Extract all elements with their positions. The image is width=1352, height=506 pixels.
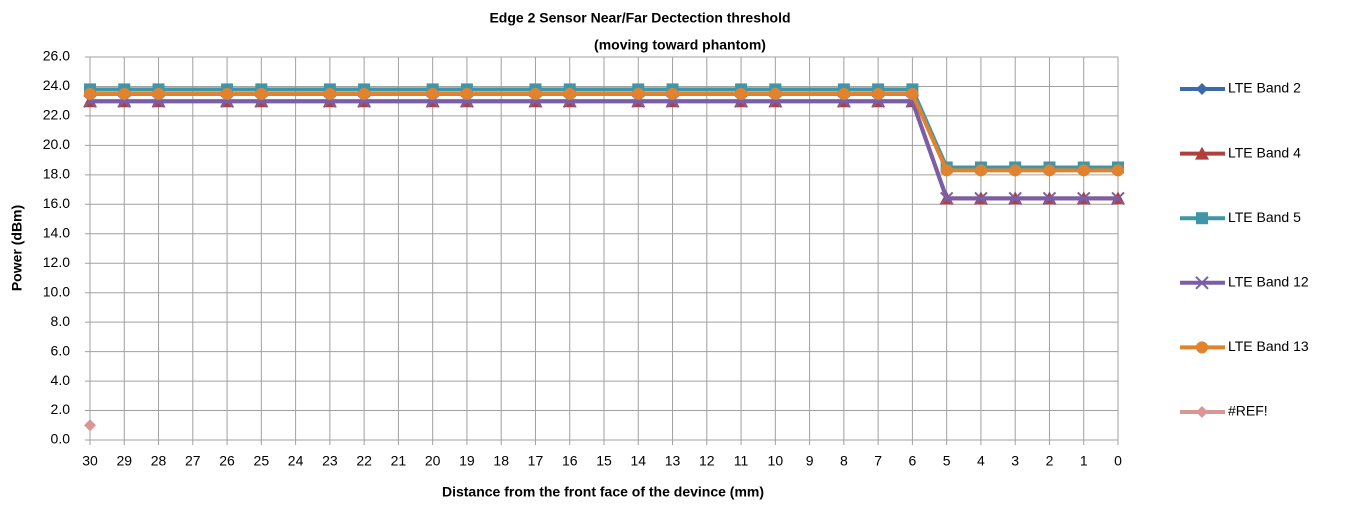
data-point	[974, 191, 988, 206]
legend-marker	[1196, 406, 1208, 418]
y-tick-label: 22.0	[43, 107, 70, 123]
x-tick-label: 13	[665, 453, 681, 469]
x-tick-label: 23	[322, 453, 338, 469]
data-point	[1042, 191, 1057, 206]
y-axis-label: Power (dBm)	[9, 205, 25, 291]
data-point	[735, 87, 748, 100]
y-tick-label: 14.0	[43, 224, 70, 240]
x-tick-label: 30	[82, 453, 98, 469]
data-point	[84, 419, 96, 432]
legend-marker	[1195, 276, 1209, 290]
x-tick-label: 21	[391, 453, 407, 469]
x-tick-label: 24	[288, 453, 304, 469]
y-tick-label: 4.0	[51, 372, 71, 388]
y-tick-label: 24.0	[43, 77, 70, 93]
data-point	[666, 87, 679, 100]
legend-label: LTE Band 12	[1228, 274, 1309, 290]
x-tick-label: 9	[806, 453, 814, 469]
y-tick-label: 0.0	[51, 431, 71, 447]
data-point	[974, 164, 987, 177]
x-tick-label: 29	[116, 453, 132, 469]
data-point	[1009, 164, 1022, 177]
x-tick-label: 5	[943, 453, 951, 469]
data-point	[940, 164, 953, 177]
x-tick-label: 28	[151, 453, 167, 469]
x-tick-label: 6	[909, 453, 917, 469]
data-point	[152, 87, 165, 100]
data-point	[1112, 164, 1124, 177]
data-point	[1077, 164, 1090, 177]
y-tick-label: 18.0	[43, 166, 70, 182]
data-point	[872, 87, 885, 100]
data-point	[358, 87, 371, 100]
x-tick-label: 25	[254, 453, 270, 469]
x-tick-label: 26	[219, 453, 235, 469]
x-tick-label: 7	[874, 453, 882, 469]
x-tick-label: 3	[1011, 453, 1019, 469]
x-tick-label: 10	[768, 453, 784, 469]
data-point	[1111, 191, 1125, 206]
data-point	[906, 87, 919, 100]
x-tick-label: 11	[734, 453, 749, 469]
data-point	[563, 87, 576, 100]
chart-title: Edge 2 Sensor Near/Far Dectection thresh…	[489, 10, 790, 26]
data-point	[837, 87, 850, 100]
legend-label: LTE Band 4	[1228, 144, 1301, 160]
legend-marker	[1196, 212, 1208, 225]
legend-label: LTE Band 2	[1228, 80, 1301, 96]
data-point	[1077, 191, 1091, 206]
data-point	[84, 87, 96, 100]
x-tick-label: 4	[977, 453, 985, 469]
legend-label: LTE Band 13	[1228, 338, 1309, 354]
x-tick-label: 19	[459, 453, 475, 469]
y-tick-label: 26.0	[43, 48, 70, 64]
y-tick-label: 12.0	[43, 254, 70, 270]
chart-subtitle: (moving toward phantom)	[594, 37, 766, 53]
series-line	[90, 99, 1118, 201]
y-tick-label: 6.0	[51, 342, 71, 358]
data-point	[221, 87, 234, 100]
data-point	[426, 87, 439, 100]
x-tick-label: 17	[528, 453, 544, 469]
y-tick-label: 16.0	[43, 195, 70, 211]
legend-marker	[1195, 146, 1209, 160]
legend-marker	[1196, 83, 1208, 95]
y-tick-label: 8.0	[51, 313, 71, 329]
data-point	[460, 87, 473, 100]
y-tick-label: 20.0	[43, 136, 70, 152]
data-point	[1008, 191, 1022, 206]
y-tick-label: 10.0	[43, 283, 70, 299]
x-tick-label: 15	[596, 453, 612, 469]
x-tick-label: 0	[1114, 453, 1122, 469]
x-tick-label: 27	[185, 453, 201, 469]
data-point	[255, 87, 268, 100]
data-point	[632, 87, 645, 100]
legend-marker	[1196, 341, 1208, 354]
data-point	[323, 87, 336, 100]
y-tick-label: 2.0	[51, 401, 71, 417]
legend-label: #REF!	[1228, 403, 1268, 419]
x-tick-label: 12	[699, 453, 715, 469]
x-tick-label: 14	[630, 453, 646, 469]
data-point	[118, 87, 131, 100]
data-point	[1043, 164, 1056, 177]
x-tick-label: 8	[840, 453, 848, 469]
x-tick-label: 20	[425, 453, 441, 469]
x-tick-label: 18	[493, 453, 509, 469]
legend-label: LTE Band 5	[1228, 209, 1301, 225]
x-axis-label: Distance from the front face of the devi…	[442, 484, 764, 500]
x-tick-label: 16	[562, 453, 578, 469]
x-tick-label: 1	[1080, 453, 1088, 469]
x-tick-label: 22	[356, 453, 372, 469]
data-point	[529, 87, 542, 100]
data-point	[939, 191, 954, 206]
data-point	[769, 87, 782, 100]
x-tick-label: 2	[1046, 453, 1054, 469]
